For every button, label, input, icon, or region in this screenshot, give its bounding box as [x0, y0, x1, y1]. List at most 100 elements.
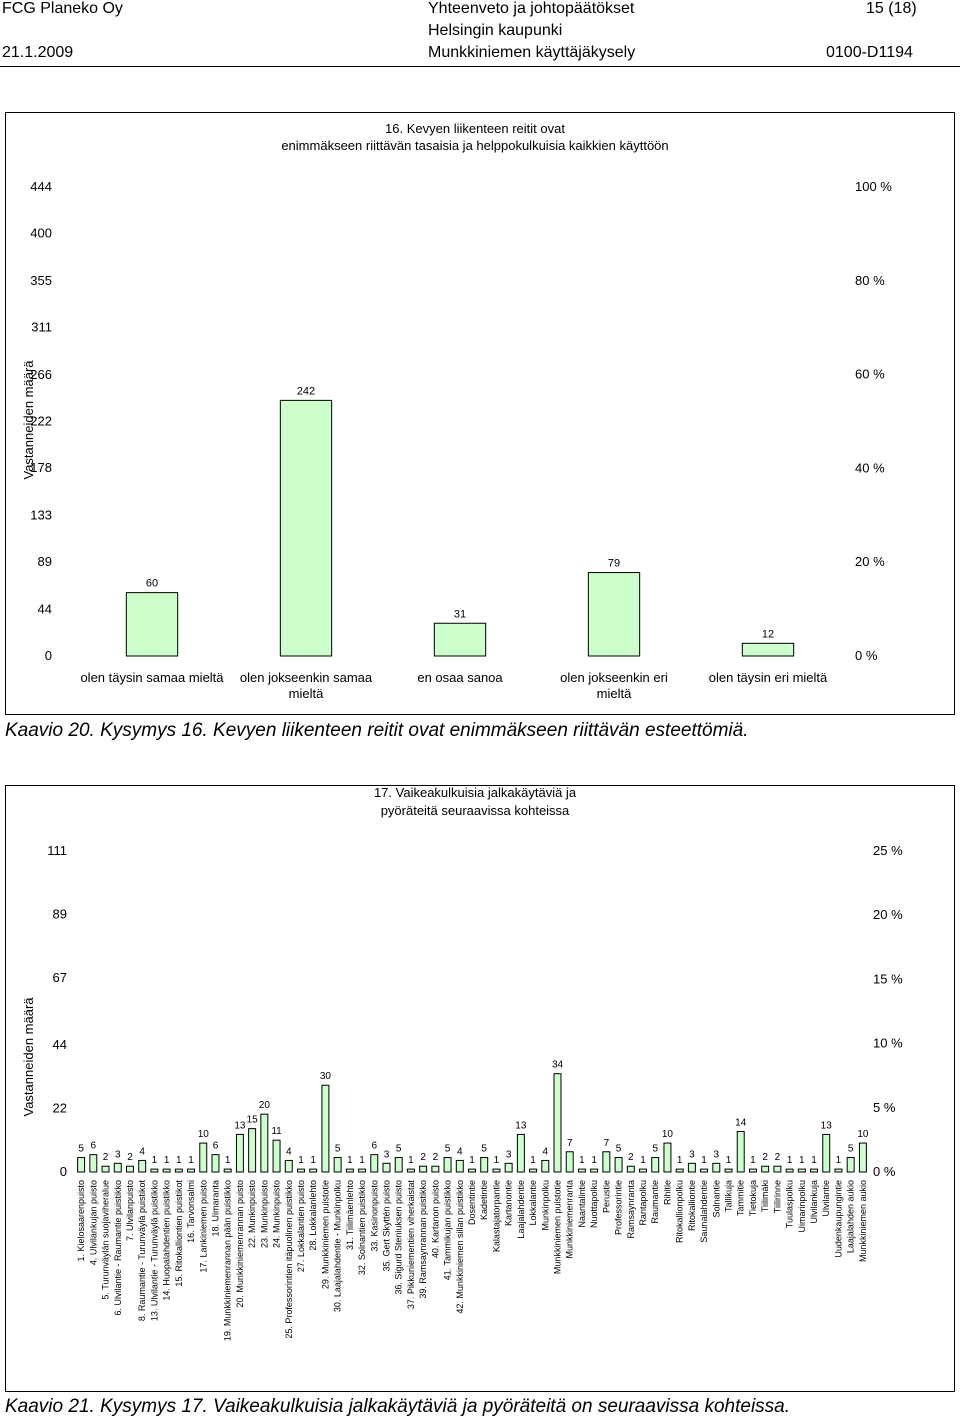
category-label: 6. Ulvilantie - Raumantie puistikko: [113, 1180, 123, 1316]
category-label-line: en osaa sanoa: [417, 670, 503, 685]
chart-title: enimmäkseen riittävän tasaisia ja helppo…: [281, 138, 668, 153]
category-label: Perustie: [601, 1180, 611, 1213]
data-label: 1: [494, 1155, 500, 1166]
bar: [468, 1168, 476, 1173]
bar: [504, 1162, 513, 1173]
category-label: Ulvilankuja: [809, 1180, 819, 1224]
y2-tick-label: 60 %: [855, 367, 885, 382]
bar: [565, 1151, 574, 1173]
data-label: 5: [616, 1144, 622, 1155]
y-tick-label: 400: [30, 225, 52, 240]
y-axis-label: Vastanneiden määrä: [21, 997, 36, 1117]
data-label: 10: [198, 1129, 210, 1140]
data-label: 1: [811, 1155, 817, 1166]
category-label: Munkkiniemenranta: [565, 1180, 575, 1259]
bar: [248, 1128, 257, 1173]
category-label: Munkkiniemen aukio: [858, 1180, 868, 1262]
category-label: 16. Tarvonsalmi: [186, 1180, 196, 1243]
data-label: 1: [298, 1155, 304, 1166]
data-label: 7: [567, 1138, 573, 1149]
data-label: 2: [628, 1152, 634, 1163]
bar: [284, 1159, 293, 1173]
data-label: 1: [359, 1155, 365, 1166]
y2-tick-label: 10 %: [873, 1036, 903, 1051]
category-label: 15. Ritokalliontien puistikot: [174, 1180, 184, 1287]
category-label: en osaa sanoa: [417, 670, 503, 685]
data-label: 1: [408, 1155, 414, 1166]
y-tick-label: 0: [60, 1164, 67, 1179]
category-label: olen jokseenkin eri mieltä: [560, 670, 668, 701]
category-label: 1. Kielosaarenpuisto: [76, 1180, 86, 1262]
data-label: 1: [579, 1155, 585, 1166]
data-label: 10: [857, 1129, 869, 1140]
bar: [736, 1131, 745, 1173]
data-label: 3: [714, 1149, 720, 1160]
y-tick-label: 89: [53, 907, 67, 922]
y2-tick-label: 20 %: [855, 554, 885, 569]
data-label: 31: [454, 608, 466, 620]
data-label: 5: [396, 1144, 402, 1155]
chart-title: 17. Vaikeakulkuisia jalkakäytäviä ja: [374, 785, 577, 800]
category-label: 36. Sigurd Steniuksen puisto: [394, 1180, 404, 1295]
category-label: 29. Munkkiniemen puistotie: [320, 1180, 330, 1289]
bar: [846, 1157, 855, 1173]
bar: [260, 1113, 269, 1173]
y-tick-label: 355: [30, 273, 52, 288]
bar: [577, 1168, 586, 1173]
bar: [700, 1168, 709, 1173]
data-label: 60: [146, 578, 158, 590]
category-label: Uudenkaupungintie: [833, 1180, 843, 1258]
bar: [77, 1157, 86, 1173]
bar: [443, 1157, 452, 1173]
category-label: 19. Munkkiniemenrannan pään puistikko: [223, 1180, 233, 1341]
category-label-line: olen jokseenkin samaa: [240, 670, 373, 685]
data-label: 1: [640, 1155, 646, 1166]
category-label: Solnantie: [711, 1180, 721, 1218]
bar: [675, 1168, 684, 1173]
category-label: Ramsaynranta: [626, 1180, 636, 1239]
bar: [433, 622, 487, 657]
data-label: 7: [604, 1138, 610, 1149]
bar: [741, 642, 795, 657]
data-label: 30: [320, 1071, 332, 1082]
category-label: Tiilimäki: [760, 1180, 770, 1212]
category-label: 7. Ulvilanpuisto: [125, 1180, 135, 1241]
data-label: 5: [848, 1144, 854, 1155]
data-label: 1: [188, 1155, 194, 1166]
y2-tick-label: 25 %: [873, 843, 903, 858]
bar: [309, 1168, 318, 1173]
category-label: 31. Tiilimäenlehto: [345, 1180, 355, 1250]
data-label: 15: [247, 1115, 259, 1126]
y-tick-label: 0: [45, 648, 52, 663]
data-label: 3: [506, 1149, 512, 1160]
bar: [345, 1168, 354, 1173]
category-label: 18. Uimaranta: [210, 1180, 220, 1237]
figure-20-caption: Kaavio 20. Kysymys 16. Kevyen liikenteen…: [5, 720, 749, 741]
y-tick-label: 89: [38, 554, 52, 569]
company-name: FCG Planeko Oy: [2, 0, 123, 17]
data-label: 10: [662, 1129, 674, 1140]
document-date: 21.1.2009: [2, 44, 74, 61]
data-label: 4: [286, 1146, 292, 1157]
bar: [235, 1133, 244, 1173]
category-label: Professorintie: [614, 1180, 624, 1235]
y2-tick-label: 0 %: [855, 648, 878, 663]
category-label: 5. Turunväylän suojaviheralue: [101, 1180, 111, 1300]
chart-frame: [5, 785, 955, 1392]
data-label: 2: [103, 1152, 109, 1163]
data-label: 5: [78, 1144, 84, 1155]
y-tick-label: 111: [47, 843, 67, 858]
category-label: 28. Lokkalanlehto: [308, 1180, 318, 1251]
data-label: 1: [225, 1155, 231, 1166]
category-label: 35. Gert Skyttén puisto: [381, 1180, 391, 1272]
bar: [590, 1168, 599, 1173]
data-label: 1: [152, 1155, 158, 1166]
bar: [822, 1133, 831, 1173]
data-label: 1: [164, 1155, 170, 1166]
data-label: 3: [384, 1149, 390, 1160]
chart-title: pyöräteitä seuraavissa kohteissa: [381, 803, 570, 818]
data-label: 1: [677, 1155, 683, 1166]
category-label: 8. Raumantie - Turunväylä puistikot: [137, 1180, 147, 1322]
document-title: Yhteenveto ja johtopäätökset: [428, 0, 635, 17]
y-tick-label: 222: [30, 414, 52, 429]
